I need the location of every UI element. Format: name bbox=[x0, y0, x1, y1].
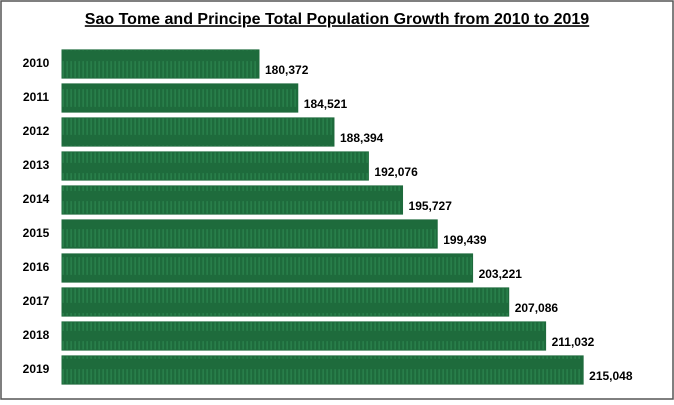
value-label: 188,394 bbox=[340, 131, 384, 145]
y-tick-label: 2015 bbox=[23, 226, 50, 240]
y-tick-label: 2016 bbox=[23, 260, 50, 274]
y-tick-label: 2013 bbox=[23, 158, 50, 172]
bar bbox=[61, 219, 438, 249]
bar bbox=[61, 151, 369, 181]
bar bbox=[61, 185, 404, 215]
value-label: 211,032 bbox=[552, 335, 595, 349]
bar bbox=[61, 321, 547, 351]
y-tick-label: 2010 bbox=[23, 56, 50, 70]
y-tick-label: 2014 bbox=[23, 192, 50, 206]
y-tick-label: 2012 bbox=[23, 124, 50, 138]
value-label: 199,439 bbox=[443, 233, 487, 247]
value-label: 195,727 bbox=[409, 199, 453, 213]
chart-title: Sao Tome and Principe Total Population G… bbox=[85, 11, 589, 28]
bar bbox=[61, 49, 260, 79]
value-label: 215,048 bbox=[589, 369, 633, 383]
y-tick-label: 2011 bbox=[23, 90, 49, 104]
bar bbox=[61, 83, 299, 113]
value-label: 203,221 bbox=[479, 267, 523, 281]
value-label: 180,372 bbox=[265, 63, 309, 77]
bar bbox=[61, 253, 474, 283]
bar bbox=[61, 287, 510, 317]
bar bbox=[61, 117, 335, 147]
value-label: 192,076 bbox=[374, 165, 418, 179]
value-label: 207,086 bbox=[515, 301, 559, 315]
value-label: 184,521 bbox=[304, 97, 348, 111]
y-tick-label: 2019 bbox=[23, 362, 50, 376]
y-tick-label: 2018 bbox=[23, 328, 50, 342]
bar bbox=[61, 355, 584, 385]
y-tick-label: 2017 bbox=[23, 294, 50, 308]
